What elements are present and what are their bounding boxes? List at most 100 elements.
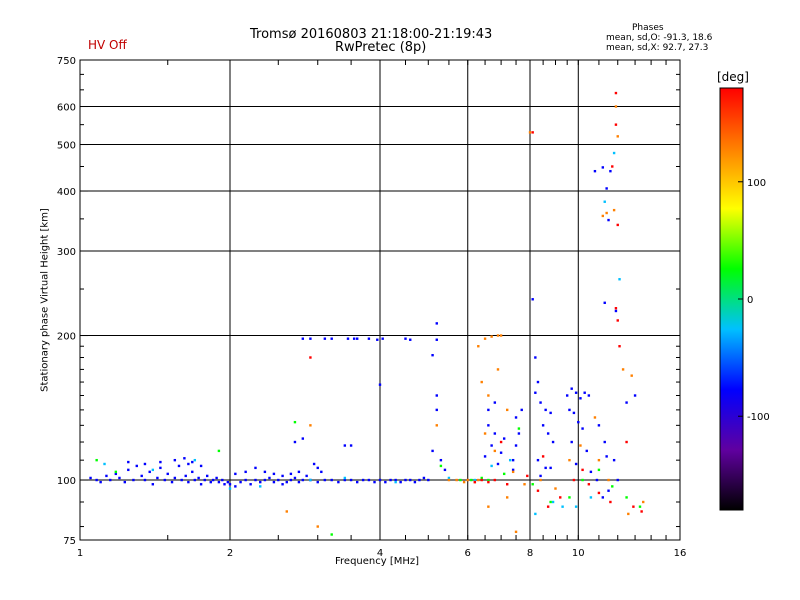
data-point xyxy=(539,401,542,404)
data-point xyxy=(633,394,637,397)
data-point xyxy=(123,480,126,484)
data-point xyxy=(511,470,515,474)
data-point xyxy=(517,427,521,430)
data-point xyxy=(215,476,218,480)
data-point xyxy=(605,211,608,215)
data-point xyxy=(435,322,438,325)
data-point xyxy=(483,455,487,458)
data-point xyxy=(483,337,487,340)
data-point xyxy=(187,480,190,484)
hv-status-label: HV Off xyxy=(88,38,127,52)
data-point xyxy=(99,480,102,484)
data-point xyxy=(502,472,506,476)
data-point xyxy=(226,480,230,484)
data-point xyxy=(301,337,305,340)
data-point xyxy=(389,478,392,482)
data-point xyxy=(487,408,490,412)
data-point xyxy=(293,476,297,480)
data-point xyxy=(305,474,308,478)
data-point xyxy=(170,480,174,484)
data-point xyxy=(447,478,451,482)
data-point xyxy=(254,478,257,482)
data-point xyxy=(536,380,540,384)
data-point xyxy=(297,480,301,484)
data-point xyxy=(528,131,532,134)
data-point xyxy=(559,496,562,499)
data-point xyxy=(148,470,151,474)
y-tick-label: 75 xyxy=(63,536,76,547)
data-point xyxy=(625,440,628,444)
data-point xyxy=(418,478,421,482)
data-point xyxy=(627,512,630,516)
chart-title: Tromsø 20160803 21:18:00-21:19:43 xyxy=(250,27,493,42)
data-point xyxy=(349,478,353,482)
data-point xyxy=(105,474,108,478)
phases-title: Phases xyxy=(632,23,664,33)
chart-subtitle: RwPretec (8p) xyxy=(335,40,427,55)
data-point xyxy=(514,530,518,534)
data-point xyxy=(244,470,247,474)
y-tick-label: 300 xyxy=(57,247,76,258)
data-point xyxy=(187,462,190,466)
data-point xyxy=(536,489,540,492)
data-point xyxy=(593,416,597,419)
data-point xyxy=(114,470,118,474)
data-point xyxy=(373,480,376,484)
data-point xyxy=(490,464,493,468)
data-point xyxy=(607,218,610,222)
data-point xyxy=(480,380,483,384)
data-point xyxy=(330,533,333,536)
data-point xyxy=(568,458,571,462)
data-point xyxy=(223,483,226,486)
data-point xyxy=(574,505,578,508)
data-point xyxy=(259,485,262,488)
x-tick-label: 4 xyxy=(377,548,383,559)
data-point xyxy=(514,416,518,419)
data-point xyxy=(443,468,447,472)
data-point xyxy=(531,298,534,301)
data-point xyxy=(285,510,288,513)
data-point xyxy=(193,458,197,462)
data-point xyxy=(118,476,121,480)
data-point xyxy=(384,480,387,484)
data-point xyxy=(531,483,534,486)
colorbar-ticks: -100 0 100 xyxy=(738,178,770,423)
data-point xyxy=(183,457,186,460)
data-point xyxy=(526,474,529,478)
data-point xyxy=(320,470,323,474)
data-point xyxy=(277,478,280,482)
data-point xyxy=(103,462,106,466)
data-point xyxy=(272,472,276,476)
data-point xyxy=(554,487,557,490)
data-point xyxy=(616,319,619,322)
data-point xyxy=(361,478,365,482)
data-point xyxy=(616,478,619,482)
y-tick-label: 400 xyxy=(57,187,76,198)
data-point xyxy=(166,472,169,476)
data-point xyxy=(531,131,534,134)
data-point xyxy=(349,444,353,447)
data-point xyxy=(132,478,135,482)
data-point xyxy=(459,478,462,482)
data-point xyxy=(309,356,312,359)
data-point xyxy=(612,151,616,155)
data-point xyxy=(480,476,483,480)
data-point xyxy=(466,478,469,482)
data-point xyxy=(422,476,426,480)
data-point xyxy=(197,476,200,480)
data-point xyxy=(546,505,550,508)
data-point xyxy=(312,462,316,466)
data-point xyxy=(496,368,500,371)
data-point xyxy=(346,337,350,340)
data-point xyxy=(490,335,493,338)
data-point xyxy=(520,408,523,412)
data-point xyxy=(285,480,288,484)
data-point xyxy=(579,397,582,400)
data-point xyxy=(593,169,597,173)
data-point xyxy=(301,437,305,440)
data-point xyxy=(609,169,612,173)
data-point xyxy=(487,505,490,508)
data-point xyxy=(114,472,118,476)
data-point xyxy=(199,483,203,486)
data-point xyxy=(470,478,473,482)
